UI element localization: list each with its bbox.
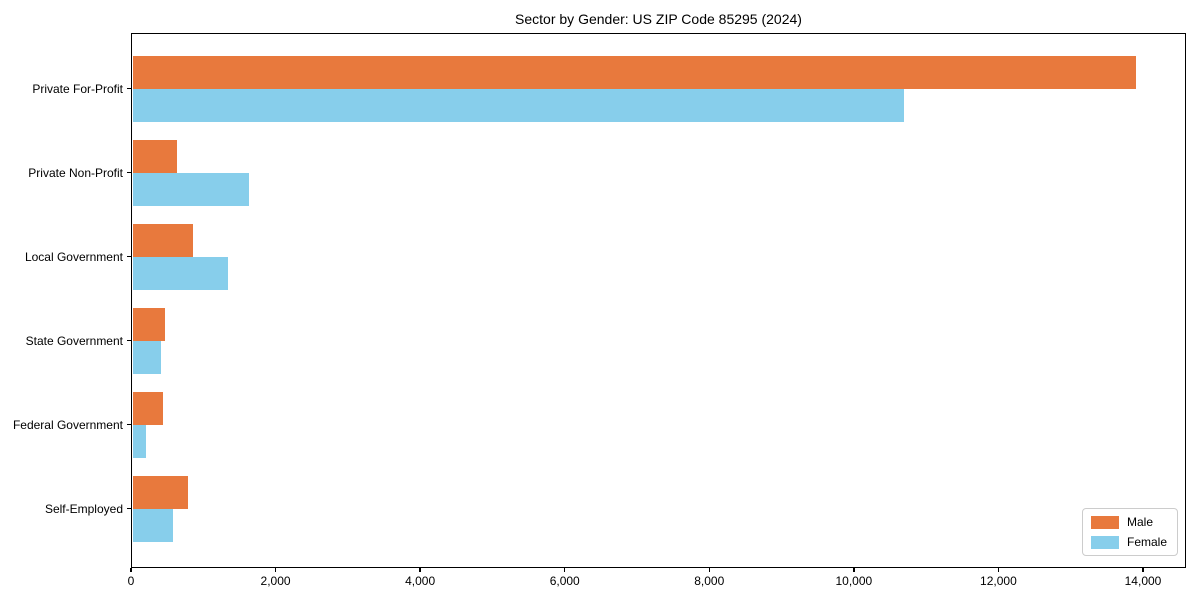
ytick-mark — [127, 507, 131, 510]
legend-row-male: Male — [1090, 515, 1167, 529]
bar-male-federal-government — [132, 391, 163, 425]
bar-female-local-government — [132, 256, 228, 290]
bar-female-state-government — [132, 340, 162, 374]
xtick-mark — [853, 568, 855, 572]
ytick-label-state-government: State Government — [25, 333, 123, 348]
xtick-mark — [419, 568, 421, 572]
plot-area — [131, 33, 1186, 568]
xtick-label-12000: 12,000 — [980, 574, 1017, 588]
male-legend-label: Male — [1126, 515, 1153, 529]
xtick-label-2000: 2,000 — [260, 574, 291, 588]
female-legend-label: Female — [1126, 535, 1167, 549]
bar-male-local-government — [132, 223, 194, 257]
male-legend-swatch — [1090, 515, 1119, 529]
xtick-label-4000: 4,000 — [405, 574, 436, 588]
bar-male-self-employed — [132, 475, 188, 509]
ytick-mark — [127, 87, 131, 90]
legend-row-female: Female — [1090, 535, 1167, 549]
xtick-label-0: 0 — [127, 574, 135, 588]
bar-male-state-government — [132, 307, 165, 341]
ytick-mark — [127, 423, 131, 426]
ytick-label-self-employed: Self-Employed — [44, 501, 123, 516]
xtick-mark — [274, 568, 277, 572]
xtick-label-8000: 8,000 — [694, 574, 725, 588]
ytick-label-private-non-profit: Private Non-Profit — [28, 165, 123, 180]
ytick-mark — [127, 339, 131, 342]
bar-female-self-employed — [132, 508, 173, 542]
bar-female-federal-government — [132, 424, 146, 458]
ytick-label-local-government: Local Government — [24, 249, 123, 264]
ytick-label-federal-government: Federal Government — [12, 417, 123, 432]
ytick-mark — [127, 255, 131, 258]
bar-female-private-for-profit — [132, 88, 905, 122]
chart-title: Sector by Gender: US ZIP Code 85295 (202… — [515, 11, 802, 27]
xtick-mark — [1142, 568, 1144, 572]
xtick-label-10000: 10,000 — [835, 574, 873, 588]
xtick-mark — [997, 568, 1000, 572]
xtick-mark — [708, 568, 711, 572]
xtick-label-14000: 14,000 — [1124, 574, 1162, 588]
legend: Male Female — [1081, 508, 1178, 556]
ytick-label-private-for-profit: Private For-Profit — [32, 81, 123, 96]
bar-male-private-for-profit — [132, 55, 1136, 89]
xtick-label-6000: 6,000 — [549, 574, 580, 588]
xtick-mark — [130, 568, 132, 572]
bar-male-private-non-profit — [132, 139, 177, 173]
ytick-mark — [127, 171, 131, 174]
bar-female-private-non-profit — [132, 172, 249, 206]
xtick-mark — [563, 568, 566, 572]
female-legend-swatch — [1090, 535, 1119, 549]
